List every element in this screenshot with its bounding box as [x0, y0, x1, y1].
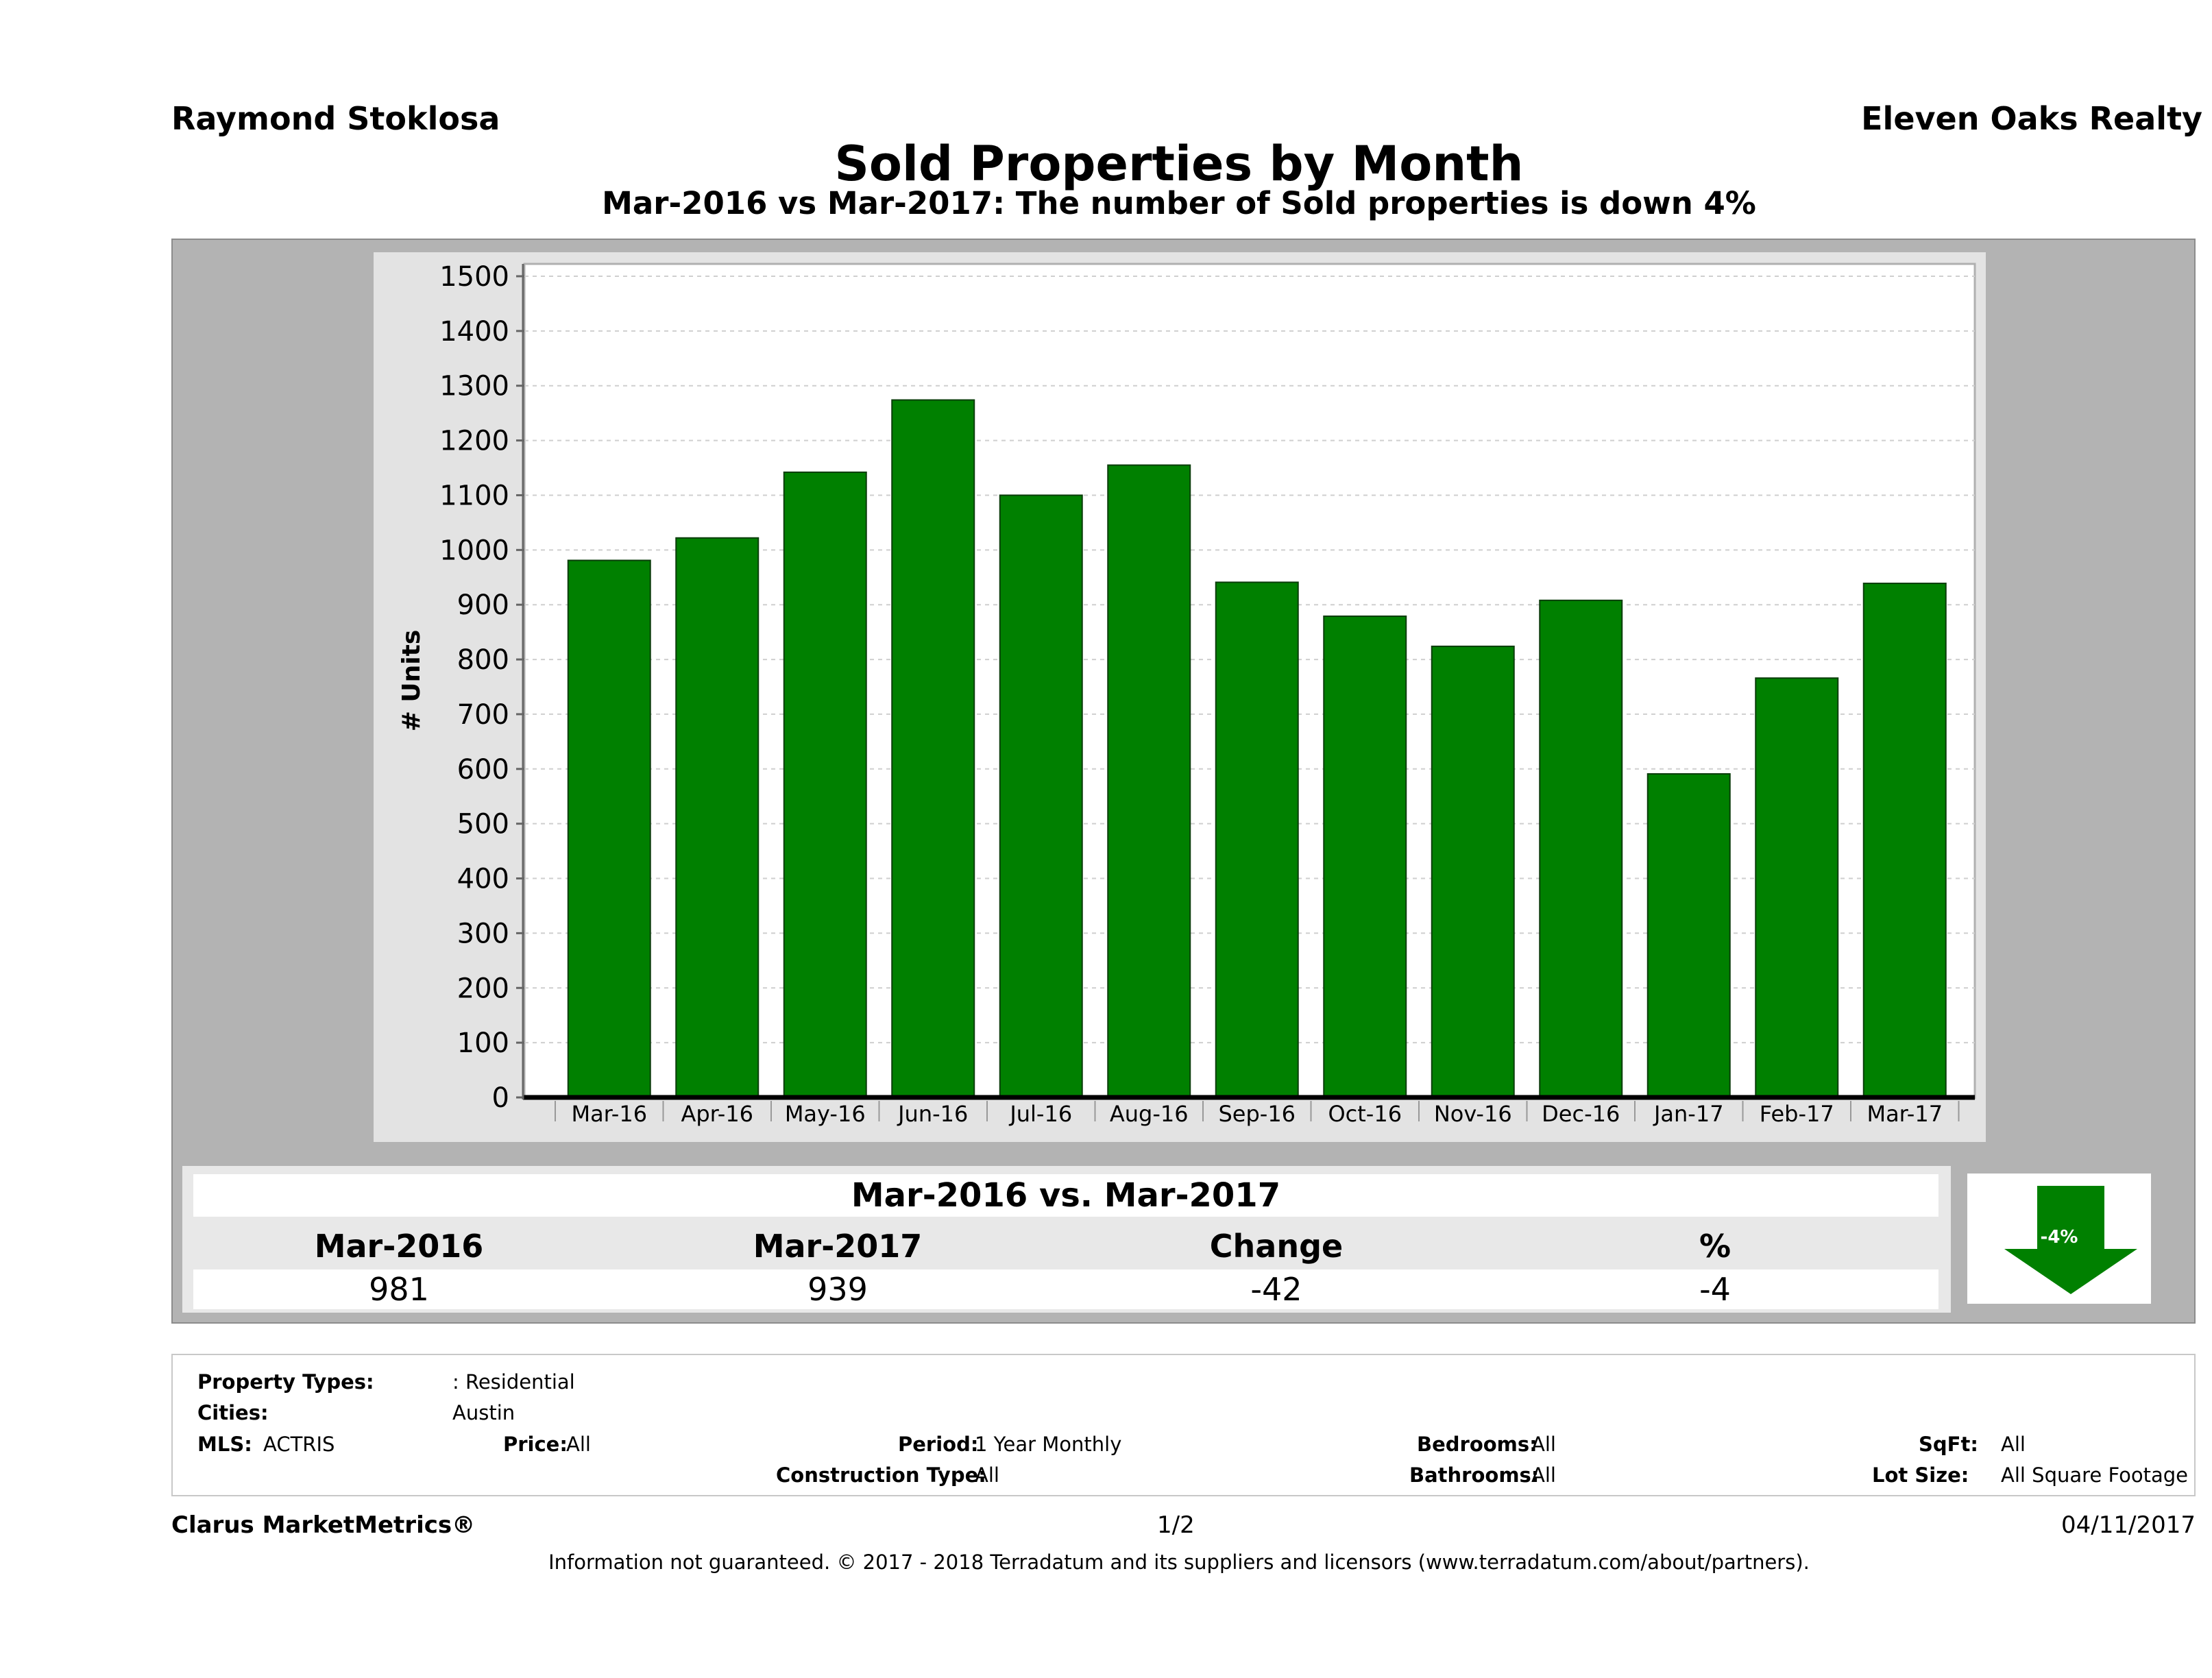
price-label: Price:	[503, 1433, 568, 1456]
bedrooms-label: Bedrooms:	[1417, 1433, 1538, 1456]
period-label: Period:	[898, 1433, 979, 1456]
bar	[1862, 583, 1947, 1098]
summary-value-cell: 981	[369, 1271, 429, 1308]
bedrooms-value: All	[1531, 1433, 1556, 1456]
sqft-value: All	[2001, 1433, 2026, 1456]
sqft-label: SqFt:	[1919, 1433, 1978, 1456]
construction-type-value: All	[975, 1463, 999, 1487]
summary-value-cell: -4	[1699, 1271, 1731, 1308]
summary-header-cell: Change	[1209, 1228, 1344, 1265]
x-tick-label: Aug-16	[1110, 1101, 1189, 1127]
y-tick-label: 1400	[439, 316, 509, 348]
y-tick-label: 1100	[439, 480, 509, 511]
lot-size-label: Lot Size:	[1872, 1463, 1969, 1487]
cities-value: Austin	[452, 1401, 515, 1424]
y-axis-label: # Units	[398, 630, 426, 732]
disclaimer: Information not guaranteed. © 2017 - 201…	[548, 1551, 1810, 1574]
lot-size-value: All Square Footage	[2001, 1463, 2189, 1487]
bar	[1323, 615, 1407, 1098]
report-subtitle: Mar-2016 vs Mar-2017: The number of Sold…	[602, 185, 1756, 221]
down-arrow-icon	[2004, 1186, 2137, 1294]
change-indicator	[1967, 1174, 2151, 1304]
y-tick-label: 1500	[439, 261, 509, 293]
y-tick-label: 700	[457, 699, 509, 731]
price-value: All	[566, 1433, 591, 1456]
bathrooms-label: Bathrooms:	[1409, 1463, 1540, 1487]
summary-header-cell: Mar-2016	[314, 1228, 484, 1265]
bar	[567, 559, 651, 1098]
bar	[1755, 677, 1839, 1098]
y-tick-label: 200	[457, 973, 509, 1004]
y-tick-label: 1000	[439, 535, 509, 566]
agent-name: Raymond Stoklosa	[171, 100, 500, 137]
bar	[999, 494, 1083, 1098]
x-tick-label: Mar-16	[571, 1101, 647, 1127]
y-tick-label: 1300	[439, 371, 509, 402]
y-tick-label: 0	[492, 1082, 509, 1114]
change-indicator-label: -4%	[2040, 1227, 2078, 1248]
x-tick-label: Apr-16	[681, 1101, 753, 1127]
period-value: 1 Year Monthly	[975, 1433, 1122, 1456]
property-types-label: Property Types:	[197, 1370, 374, 1394]
footer-brand: Clarus MarketMetrics®	[171, 1511, 476, 1539]
mls-value: ACTRIS	[263, 1433, 335, 1456]
y-tick-label: 300	[457, 918, 509, 949]
summary-value-cell: 939	[807, 1271, 868, 1308]
x-tick-label: Jun-16	[897, 1101, 968, 1127]
summary-header-cell: Mar-2017	[753, 1228, 923, 1265]
cities-label: Cities:	[197, 1401, 269, 1424]
report-title: Sold Properties by Month	[834, 136, 1524, 192]
bar	[891, 399, 975, 1099]
bar	[1107, 464, 1191, 1099]
page-number: 1/2	[1157, 1511, 1195, 1539]
x-tick-label: May-16	[785, 1101, 866, 1127]
bar-chart: 0 100 200 300 400 500 600 700 800 900 1000 1100 1200…	[398, 261, 1976, 1127]
bar	[675, 537, 759, 1098]
x-tick-label: Nov-16	[1434, 1101, 1512, 1127]
summary-header-row: Mar-2016 Mar-2017 Change %	[193, 1226, 1938, 1266]
brokerage-name: Eleven Oaks Realty	[1861, 100, 2202, 137]
y-axis-ticks: 0 100 200 300 400 500 600 700 800 900 1000 1100 1200…	[439, 261, 524, 1114]
x-tick-label: Dec-16	[1542, 1101, 1620, 1127]
summary-header-cell: %	[1699, 1228, 1731, 1265]
y-tick-label: 1200	[439, 426, 509, 457]
x-tick-label: Jul-16	[1008, 1101, 1072, 1127]
bar	[1215, 581, 1299, 1099]
summary-title: Mar-2016 vs. Mar-2017	[193, 1174, 1938, 1217]
y-tick-label: 900	[457, 589, 509, 621]
x-tick-label: Jan-17	[1653, 1101, 1724, 1127]
y-tick-label: 600	[457, 754, 509, 786]
report-date: 04/11/2017	[2061, 1511, 2196, 1539]
bathrooms-value: All	[1531, 1463, 1556, 1487]
summary-value-cell: -42	[1250, 1271, 1302, 1308]
filters-panel: Property Types: : Residential Cities: Au…	[171, 1354, 2196, 1496]
x-tick-label: Sep-16	[1218, 1101, 1296, 1127]
bar	[1646, 773, 1731, 1098]
y-tick-label: 800	[457, 644, 509, 676]
y-tick-label: 100	[457, 1028, 509, 1059]
x-tick-label: Mar-17	[1867, 1101, 1943, 1127]
bars	[567, 399, 1947, 1099]
bar	[783, 471, 867, 1098]
bar	[1539, 599, 1623, 1098]
y-tick-label: 500	[457, 809, 509, 840]
y-tick-label: 400	[457, 864, 509, 895]
summary-value-row: 981 939 -42 -4	[193, 1269, 1938, 1309]
bar	[1431, 645, 1515, 1098]
x-tick-label: Oct-16	[1328, 1101, 1402, 1127]
mls-label: MLS:	[197, 1433, 252, 1456]
construction-type-label: Construction Type:	[776, 1463, 986, 1487]
x-tick-label: Feb-17	[1760, 1101, 1834, 1127]
property-types-value: : Residential	[452, 1370, 575, 1394]
x-axis-ticks: Mar-16 Apr-16 May-16 Jun-16 Jul-16 Aug-16 Sep-…	[555, 1101, 1960, 1127]
